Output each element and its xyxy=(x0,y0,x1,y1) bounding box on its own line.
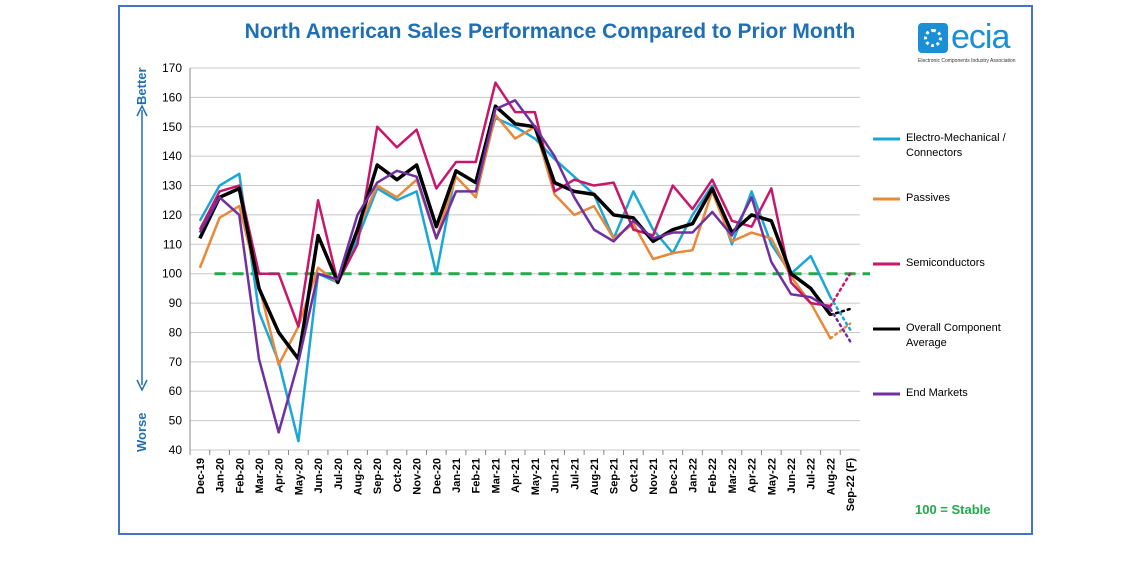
arrow-up-icon xyxy=(136,104,148,117)
x-tick-label: Apr-21 xyxy=(510,458,522,493)
forecast-segment-0 xyxy=(829,295,852,331)
y-tick-label: 140 xyxy=(162,149,182,163)
x-tick-label: Dec-20 xyxy=(431,458,443,494)
legend-entry: Overall Component Average xyxy=(906,322,1001,349)
x-tick-label: Jun-20 xyxy=(313,458,325,493)
x-tick-label: Oct-21 xyxy=(628,458,640,492)
x-tick-label: Jul-20 xyxy=(333,458,345,490)
x-tick-label: Jan-21 xyxy=(451,458,463,493)
x-tick-label: Jul-22 xyxy=(806,458,818,490)
chart-title: North American Sales Performance Compare… xyxy=(244,20,856,43)
x-tick-label: Jun-21 xyxy=(550,458,562,493)
series-line-3 xyxy=(198,104,832,361)
x-tick-label: Jan-22 xyxy=(688,458,700,493)
y-tick-label: 110 xyxy=(163,237,182,251)
y-tick-label: 130 xyxy=(162,179,182,193)
ecia-logo: ecia Electronic Components Industry Asso… xyxy=(918,18,1028,64)
forecast-segment-2 xyxy=(829,272,852,308)
x-tick-label: Oct-20 xyxy=(392,458,404,492)
arrow-down-icon xyxy=(136,379,148,392)
series-line-0 xyxy=(198,116,832,443)
x-tick-label: Sep-20 xyxy=(372,458,384,494)
x-tick-label: Aug-21 xyxy=(589,458,601,495)
reference-label: 100 = Stable xyxy=(915,502,991,517)
x-tick-label: Feb-22 xyxy=(707,458,719,493)
x-tick-label: Jan-20 xyxy=(215,458,227,493)
x-tick-label: Sep-22 (F) xyxy=(845,458,857,512)
forecast-segment-3 xyxy=(829,307,852,317)
x-tick-label: Jun-22 xyxy=(786,458,798,493)
x-tick-label: Feb-21 xyxy=(471,458,483,493)
legend-entry: Passives xyxy=(906,192,951,204)
x-tick-label: Sep-21 xyxy=(609,458,621,494)
x-tick-label: Jul-21 xyxy=(569,458,581,490)
y-tick-label: 50 xyxy=(169,414,183,428)
x-tick-label: Aug-20 xyxy=(353,458,365,495)
forecast-segment-1 xyxy=(829,322,852,340)
chart-frame xyxy=(118,5,1033,535)
x-tick-label: Apr-22 xyxy=(747,458,759,493)
series-line-1 xyxy=(198,113,832,367)
legend-entry: End Markets xyxy=(906,387,968,399)
y-tick-label: 100 xyxy=(162,267,182,281)
x-tick-label: May-20 xyxy=(293,458,305,495)
y-tick-label: 60 xyxy=(169,384,183,398)
x-tick-label: Nov-20 xyxy=(412,458,424,495)
x-tick-label: Mar-22 xyxy=(727,458,739,493)
x-tick-label: Mar-21 xyxy=(490,458,502,493)
y-tick-label: 70 xyxy=(169,355,183,369)
y-tick-label: 170 xyxy=(162,61,182,75)
legend-entry: Semiconductors xyxy=(906,257,985,269)
x-tick-label: Mar-20 xyxy=(254,458,266,493)
x-tick-label: Nov-21 xyxy=(648,458,660,495)
y-tick-label: 40 xyxy=(169,443,183,457)
forecast-segment-4 xyxy=(829,307,852,343)
y-tick-label: 90 xyxy=(169,296,183,310)
series-line-4 xyxy=(198,99,832,434)
y-tick-label: 80 xyxy=(169,325,183,339)
x-tick-label: Feb-20 xyxy=(234,458,246,493)
x-tick-label: May-21 xyxy=(530,458,542,495)
legend-entry: Electro-Mechanical / Connectors xyxy=(906,132,1006,159)
x-tick-label: May-22 xyxy=(766,458,778,495)
logo-word: ecia xyxy=(951,18,1010,56)
x-tick-label: Aug-22 xyxy=(825,458,837,495)
logo-subtitle: Electronic Components Industry Associati… xyxy=(918,58,1016,64)
y-tick-label: 120 xyxy=(162,208,182,222)
y-tick-label: 150 xyxy=(162,120,182,134)
y-tick-label: 160 xyxy=(162,90,182,104)
x-tick-label: Dec-19 xyxy=(195,458,207,494)
logo-mark-icon xyxy=(918,22,948,53)
x-tick-label: Apr-20 xyxy=(274,458,286,493)
x-tick-label: Dec-21 xyxy=(668,458,680,494)
series-line-2 xyxy=(198,81,831,328)
